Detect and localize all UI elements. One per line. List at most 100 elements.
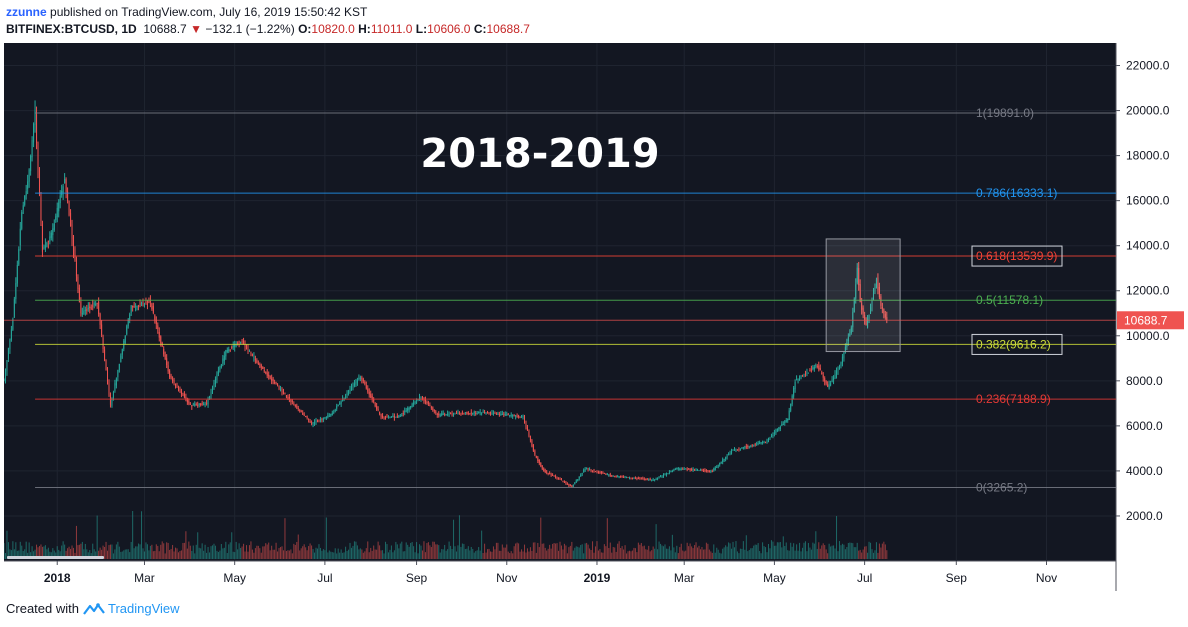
candle-body xyxy=(210,391,212,396)
candle-body xyxy=(399,415,401,417)
candle-body xyxy=(694,469,696,471)
volume-bar xyxy=(321,550,323,559)
candle-body xyxy=(877,277,879,291)
volume-bar xyxy=(571,541,573,559)
volume-bar xyxy=(302,546,304,559)
candle-body xyxy=(220,364,222,368)
candle-body xyxy=(880,296,882,306)
volume-bar xyxy=(356,545,358,559)
candle-body xyxy=(872,292,875,300)
volume-bar xyxy=(141,511,143,559)
candle-body xyxy=(133,306,135,308)
candle-body xyxy=(492,413,494,415)
candle-body xyxy=(435,411,437,413)
candle-body xyxy=(355,381,357,385)
y-tick-label: 22000.0 xyxy=(1126,59,1170,73)
volume-bar xyxy=(111,544,113,559)
volume-bar xyxy=(414,552,416,559)
candle-body xyxy=(358,378,360,380)
volume-bar xyxy=(648,545,650,559)
volume-bar xyxy=(210,546,212,559)
candle-body xyxy=(853,298,855,313)
candle-body xyxy=(450,413,452,415)
candle-body xyxy=(28,169,30,182)
candle-body xyxy=(528,431,530,436)
volume-bar xyxy=(374,549,376,559)
tradingview-brand[interactable]: TradingView xyxy=(107,601,180,616)
candle-body xyxy=(93,303,95,305)
volume-bar xyxy=(318,544,320,559)
candle-body xyxy=(658,477,660,479)
volume-bar xyxy=(358,549,360,559)
volume-bar xyxy=(160,544,162,559)
volume-bar xyxy=(404,551,406,559)
volume-bar xyxy=(630,551,632,559)
volume-bar xyxy=(620,547,622,559)
volume-bar xyxy=(324,550,326,559)
volume-bar xyxy=(296,541,298,559)
candle-body xyxy=(662,474,665,477)
volume-bar xyxy=(291,553,293,559)
candle-body xyxy=(314,421,316,424)
created-with-text: Created with xyxy=(6,601,79,616)
volume-bar xyxy=(460,546,462,559)
volume-bar xyxy=(578,547,580,559)
candle-body xyxy=(253,356,255,358)
author-link[interactable]: zzunne xyxy=(6,5,47,19)
price-chart[interactable]: 22000.0 20000.0 18000.0 16000.0 14000.0 12000… xyxy=(4,43,1184,591)
candle-body xyxy=(692,469,694,471)
candle-body xyxy=(523,416,526,422)
volume-bar xyxy=(487,549,489,559)
candle-body xyxy=(203,404,205,406)
volume-bar xyxy=(238,543,240,559)
candle-body xyxy=(476,413,478,415)
candle-body xyxy=(587,468,589,470)
candle-body xyxy=(497,413,499,415)
candle-body xyxy=(306,416,308,419)
volume-bar xyxy=(130,541,132,559)
candle-body xyxy=(356,380,358,383)
candle-body xyxy=(688,468,690,470)
candle-body xyxy=(886,317,888,321)
volume-bar xyxy=(294,544,296,559)
volume-bar xyxy=(453,519,455,559)
down-arrow-icon: ▼ xyxy=(190,22,202,36)
chart-panel[interactable]: 22000.0 20000.0 18000.0 16000.0 14000.0 12000… xyxy=(4,43,1184,591)
volume-bar xyxy=(611,552,613,559)
volume-bar xyxy=(766,552,768,559)
volume-bar xyxy=(244,551,246,559)
volume-bar xyxy=(549,544,551,559)
volume-bar xyxy=(540,517,542,559)
volume-bar xyxy=(833,545,835,559)
candle-body xyxy=(565,482,567,484)
volume-bar xyxy=(413,546,415,559)
candle-body xyxy=(237,343,239,345)
volume-bar xyxy=(98,550,100,559)
volume-bar xyxy=(612,547,614,559)
candle-body xyxy=(778,427,780,430)
candle-body xyxy=(59,195,61,204)
candle-body xyxy=(383,417,385,419)
volume-bar xyxy=(138,543,140,559)
volume-bar xyxy=(781,547,783,559)
candle-body xyxy=(219,367,221,371)
volume-bar xyxy=(797,550,799,559)
candle-body xyxy=(251,354,253,356)
volume-bar xyxy=(775,545,777,559)
volume-bar xyxy=(580,545,582,559)
volume-bar xyxy=(136,546,138,559)
candle-body xyxy=(883,309,885,314)
volume-bar xyxy=(575,546,577,559)
volume-bar xyxy=(674,552,676,559)
candle-body xyxy=(141,303,143,305)
candle-body xyxy=(300,411,302,413)
volume-bar xyxy=(99,547,101,559)
volume-bar xyxy=(280,547,282,559)
candle-body xyxy=(404,410,406,413)
volume-bar xyxy=(701,547,703,559)
candle-body xyxy=(198,403,200,405)
candle-body xyxy=(482,411,484,413)
volume-bar xyxy=(686,542,688,559)
volume-bar xyxy=(634,548,636,559)
y-tick-label: 2000.0 xyxy=(1126,509,1163,523)
